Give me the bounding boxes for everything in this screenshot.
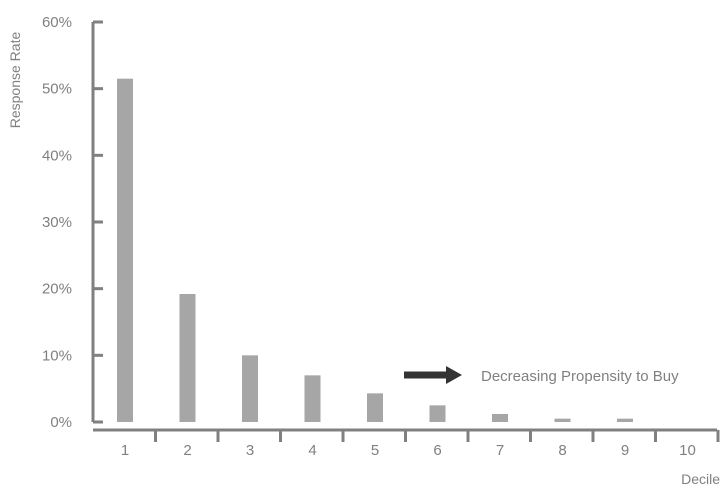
bars xyxy=(117,78,633,423)
annotation: Decreasing Propensity to Buy xyxy=(404,366,679,385)
bar xyxy=(304,375,321,422)
y-axis-label: Response Rate xyxy=(7,32,23,129)
x-tick-label: 6 xyxy=(433,442,441,459)
bar xyxy=(367,393,383,422)
bar xyxy=(492,414,508,422)
arrow-right-icon xyxy=(446,366,462,384)
y-tick-label: 30% xyxy=(42,214,72,231)
y-tick-label: 50% xyxy=(42,81,72,98)
y-axis: 0% 10% 20% 30% 40% 50% 60% xyxy=(42,14,103,431)
bar xyxy=(617,418,633,422)
x-axis-label: Decile xyxy=(681,471,720,487)
annotation-text: Decreasing Propensity to Buy xyxy=(481,368,679,385)
x-tick-label: 7 xyxy=(496,442,504,459)
bar xyxy=(429,405,446,422)
x-tick-label: 10 xyxy=(679,442,696,459)
y-tick-label: 40% xyxy=(42,147,72,164)
x-tick-label: 1 xyxy=(121,442,129,459)
bar xyxy=(117,78,133,423)
y-tick-label: 10% xyxy=(42,347,72,364)
y-tick-label: 0% xyxy=(50,414,72,431)
bar xyxy=(179,294,196,422)
y-tick-label: 60% xyxy=(42,14,72,31)
y-tick-label: 20% xyxy=(42,281,72,298)
bar xyxy=(554,418,571,422)
x-tick-label: 4 xyxy=(308,442,316,459)
bar xyxy=(242,355,258,422)
x-axis: 1 2 3 4 5 6 7 8 9 10 xyxy=(93,428,720,459)
x-tick-label: 9 xyxy=(621,442,629,459)
x-tick-label: 2 xyxy=(183,442,191,459)
x-tick-label: 5 xyxy=(371,442,379,459)
x-tick-label: 8 xyxy=(558,442,566,459)
x-tick-label: 3 xyxy=(246,442,254,459)
